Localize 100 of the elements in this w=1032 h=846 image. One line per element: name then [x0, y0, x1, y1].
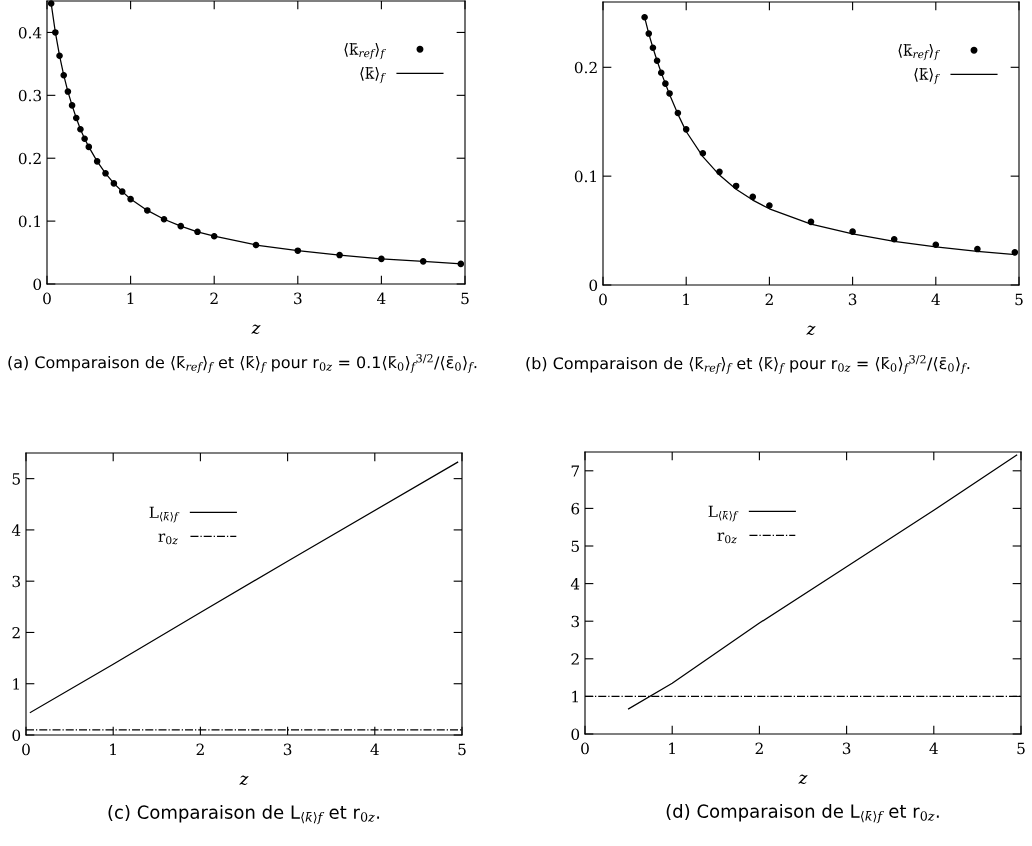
x-tick-label: 2: [196, 743, 204, 755]
legend-label: r$_{0z}$: [717, 532, 737, 544]
x-tick-label: 3: [283, 743, 292, 756]
point: [641, 13, 648, 21]
y-tick-label: 4: [11, 524, 21, 536]
x-tick-label: 1: [683, 293, 689, 305]
point: [662, 80, 669, 87]
legend-label: r$_{0z}$: [158, 533, 178, 545]
point: [749, 193, 757, 201]
y-tick-label: 0.3: [18, 89, 42, 102]
x-tick-label: 5: [458, 743, 466, 756]
legend-label: L$_{⟨k̄⟩f}$: [149, 506, 180, 523]
legend-label: ⟨k̄$_{ref}$⟩$_{f}$: [898, 44, 940, 61]
point: [160, 215, 168, 223]
y-tick-label: 3: [571, 615, 580, 628]
x-tick-label: 2: [210, 292, 218, 304]
point: [177, 222, 185, 230]
y-tick-label: 3: [12, 575, 21, 588]
point: [419, 258, 427, 265]
point: [72, 114, 80, 122]
point: [932, 241, 940, 249]
y-tick-label: 5: [571, 540, 579, 553]
y-tick-label: 5: [12, 473, 20, 485]
point: [336, 251, 343, 259]
point: [890, 235, 898, 243]
x-tick-label: 4: [370, 743, 379, 755]
y-tick-label: 4: [570, 578, 580, 590]
point: [102, 170, 109, 177]
legend-label: L$_{⟨k̄⟩f}$: [708, 505, 739, 522]
point: [210, 232, 218, 240]
y-tick-label: 0: [589, 279, 598, 292]
x-tick-label: 1: [110, 743, 116, 755]
y-tick-label: 7: [571, 465, 580, 477]
x-tick-label: 0: [599, 293, 607, 306]
point: [110, 180, 118, 187]
point: [294, 247, 302, 254]
y-tick-label: 0.4: [18, 26, 42, 39]
y-tick-label: 2: [12, 626, 20, 639]
x-tick-label: 5: [1015, 293, 1023, 306]
point: [56, 52, 63, 60]
y-tick-label: 0.2: [574, 61, 597, 74]
y-tick-label: 0.1: [574, 170, 596, 183]
x-tick-label: 5: [461, 292, 469, 305]
x-tick-label: 0: [43, 292, 51, 305]
point: [1011, 249, 1019, 256]
x-tick-label: 2: [755, 742, 763, 754]
x-tick-label: 4: [377, 292, 386, 304]
point: [732, 182, 740, 190]
point: [807, 218, 815, 226]
point: [766, 202, 773, 209]
y-tick-label: 1: [572, 690, 578, 703]
x-axis-title: z: [798, 774, 808, 785]
point: [93, 158, 101, 165]
x-tick-label: 3: [848, 293, 857, 306]
point: [52, 29, 59, 36]
point: [60, 71, 68, 79]
point: [68, 102, 76, 109]
point: [77, 125, 84, 133]
x-tick-label: 2: [765, 293, 773, 305]
point: [81, 135, 88, 143]
x-tick-label: 4: [929, 742, 938, 754]
point: [378, 255, 385, 263]
y-tick-label: 0.2: [18, 152, 41, 165]
y-tick-label: 6: [571, 502, 580, 515]
text: (a) Comparaison de ⟨k̄$_{ref}$⟩$_{f}$ et ⟨k̄⟩$_{f}$ pour r$_{0z}$ = 0.1⟨k̄$_{0}$⟩$_{f}$$^{3/2}$/⟨ε̄$_{0}$⟩$_{f}$.: [8, 354, 477, 373]
point: [252, 241, 260, 249]
point: [144, 207, 151, 214]
y-tick-label: 1: [13, 678, 19, 690]
y-tick-label: 2: [571, 653, 579, 665]
x-tick-label: 4: [931, 293, 940, 305]
point: [457, 260, 465, 268]
legend-label: ⟨k̄⟩$_{f}$: [360, 67, 386, 84]
point: [716, 168, 723, 176]
x-axis-title: z: [239, 775, 249, 786]
legend-label: ⟨k̄⟩$_{f}$: [914, 68, 940, 85]
point: [649, 44, 657, 52]
y-tick-label: 0: [12, 729, 21, 742]
point: [194, 228, 201, 236]
point: [974, 245, 981, 253]
x-axis-title: z: [806, 325, 816, 336]
point: [127, 195, 134, 203]
point: [64, 88, 72, 95]
y-tick-label: 0: [33, 278, 42, 291]
x-tick-label: 1: [669, 742, 675, 754]
point: [653, 57, 661, 65]
y-tick-label: 0: [571, 728, 580, 741]
point: [849, 228, 856, 235]
x-tick-label: 3: [294, 292, 302, 305]
text: (c) Comparaison de L$_{⟨k̄⟩f}$ et r$_{0z}$.: [108, 805, 380, 825]
x-tick-label: 5: [1017, 742, 1025, 755]
point: [674, 109, 682, 117]
y-tick-label: 0.1: [18, 215, 40, 228]
point: [666, 90, 673, 97]
x-axis-title: z: [251, 324, 261, 335]
line-series: [29, 461, 459, 714]
point: [657, 69, 665, 77]
text: (d) Comparaison de L$_{⟨k̄⟩f}$ et r$_{0z}$.: [666, 804, 939, 824]
point: [85, 143, 93, 151]
point: [682, 126, 690, 133]
legend-label: ⟨k̄$_{ref}$⟩$_{f}$: [344, 43, 386, 60]
